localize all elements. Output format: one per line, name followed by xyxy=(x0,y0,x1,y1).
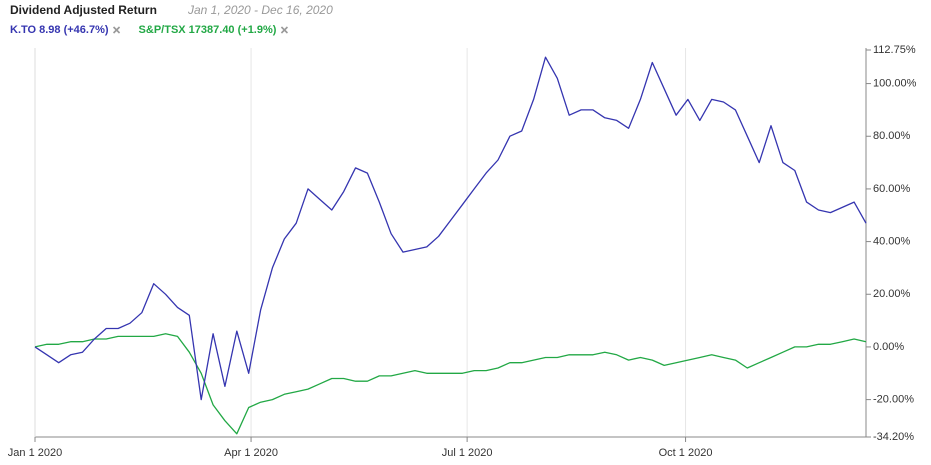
chart-title: Dividend Adjusted Return xyxy=(10,3,157,17)
remove-icon xyxy=(112,26,121,34)
y-tick-label: 0.00% xyxy=(873,341,904,353)
x-tick-label: Oct 1 2020 xyxy=(659,447,713,459)
legend: K.TO 8.98 (+46.7%) S&P/TSX 17387.40 (+1.9… xyxy=(10,24,289,36)
x-tick-label: Jan 1 2020 xyxy=(8,447,62,459)
legend-label: S&P/TSX 17387.40 (+1.9%) xyxy=(139,24,277,36)
series-line xyxy=(34,333,867,435)
y-tick-label: 60.00% xyxy=(873,183,911,195)
y-tick-label: 80.00% xyxy=(873,130,911,142)
legend-remove[interactable] xyxy=(280,26,289,34)
x-tick-label: Apr 1 2020 xyxy=(224,447,278,459)
y-tick-label: 100.00% xyxy=(873,77,917,89)
legend-remove[interactable] xyxy=(112,26,121,34)
y-tick-label: 112.75% xyxy=(873,44,916,56)
y-tick-label: -20.00% xyxy=(873,394,914,406)
y-tick-label: -34.20% xyxy=(873,431,914,443)
series-line xyxy=(34,56,867,401)
plot-area: Jan 1 2020 Apr 1 2020 Jul 1 2020 Oct 1 2020… xyxy=(8,44,917,459)
legend-label: K.TO 8.98 (+46.7%) xyxy=(10,24,109,36)
y-tick-label: 40.00% xyxy=(873,235,911,247)
y-tick-label: 20.00% xyxy=(873,288,911,300)
x-tick-label: Jul 1 2020 xyxy=(442,447,493,459)
remove-icon xyxy=(280,26,289,34)
chart-subtitle: Jan 1, 2020 - Dec 16, 2020 xyxy=(187,3,333,17)
